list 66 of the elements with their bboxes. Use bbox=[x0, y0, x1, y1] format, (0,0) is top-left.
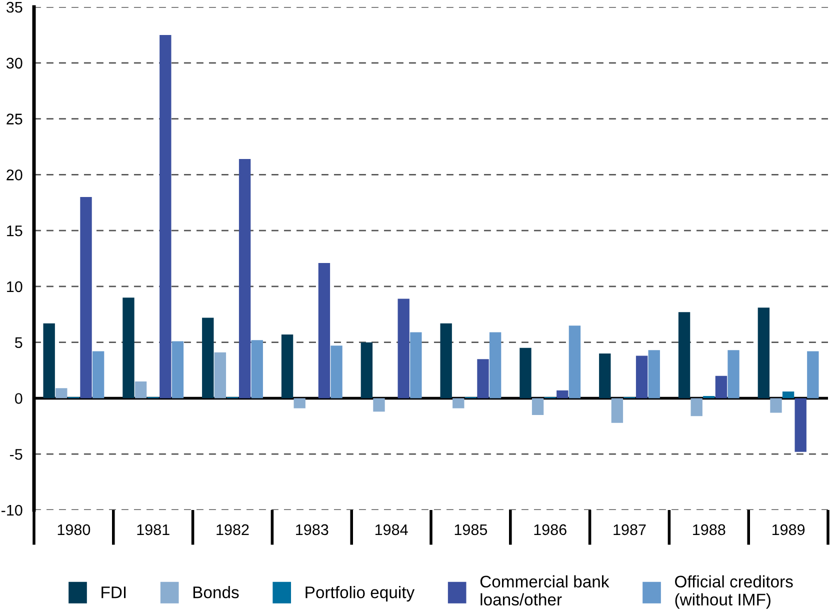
x-tick-label: 1982 bbox=[216, 524, 249, 536]
bar bbox=[477, 359, 489, 398]
y-tick-label: -5 bbox=[10, 449, 22, 460]
y-tick-label: 10 bbox=[7, 281, 22, 292]
bar bbox=[360, 342, 373, 398]
bar bbox=[678, 312, 690, 398]
bar bbox=[172, 341, 184, 398]
bar bbox=[281, 334, 294, 398]
bar bbox=[318, 262, 330, 398]
bar bbox=[648, 350, 660, 398]
bar bbox=[556, 390, 568, 398]
x-tick-label: 1983 bbox=[296, 524, 328, 536]
bar bbox=[43, 323, 55, 398]
bar bbox=[410, 332, 422, 398]
bar bbox=[202, 318, 214, 398]
bar bbox=[398, 298, 410, 398]
bar bbox=[92, 351, 104, 398]
bar bbox=[611, 398, 624, 423]
bar bbox=[452, 398, 464, 408]
x-tick-label: 1989 bbox=[772, 524, 805, 536]
bar bbox=[770, 398, 782, 413]
bar bbox=[330, 346, 342, 398]
legend-label: Commercial bank loans/other bbox=[480, 575, 610, 606]
bar bbox=[294, 398, 306, 408]
bar bbox=[520, 348, 532, 398]
x-tick-label: 1988 bbox=[693, 524, 726, 536]
legend-label: FDI bbox=[102, 586, 126, 598]
y-tick-label: 5 bbox=[15, 337, 22, 348]
x-tick-label: 1980 bbox=[58, 524, 90, 536]
legend-label: Portfolio equity bbox=[306, 586, 415, 602]
y-tick-label: 25 bbox=[6, 114, 22, 124]
bar bbox=[489, 332, 502, 398]
x-tick-label: 1986 bbox=[534, 524, 566, 536]
bar bbox=[715, 376, 728, 398]
x-tick-label: 1984 bbox=[375, 524, 408, 536]
bar bbox=[599, 354, 611, 398]
bar bbox=[532, 398, 544, 415]
y-tick-label: -10 bbox=[1, 504, 22, 516]
bar bbox=[238, 159, 251, 398]
x-tick-label: 1981 bbox=[137, 524, 170, 536]
y-tick-label: 20 bbox=[6, 170, 22, 180]
bar bbox=[134, 381, 147, 398]
y-tick-label: 35 bbox=[6, 2, 22, 13]
bar bbox=[214, 352, 226, 398]
bar bbox=[80, 197, 92, 398]
bar bbox=[794, 398, 806, 452]
bar bbox=[56, 388, 68, 398]
bar bbox=[568, 326, 581, 398]
legend-label: Bonds bbox=[193, 586, 239, 598]
bar bbox=[373, 398, 385, 412]
y-tick-label: 30 bbox=[6, 58, 22, 69]
bar bbox=[440, 323, 452, 398]
x-tick-label: 1987 bbox=[614, 524, 646, 536]
bar bbox=[690, 398, 702, 416]
bar bbox=[728, 350, 740, 398]
legend-label: Official creditors (without IMF) bbox=[675, 575, 793, 609]
y-tick-label: 15 bbox=[7, 226, 22, 236]
bar bbox=[782, 392, 794, 398]
bar bbox=[636, 356, 648, 398]
y-tick-label: 0 bbox=[14, 393, 22, 404]
bar bbox=[160, 34, 172, 398]
bar bbox=[807, 351, 819, 398]
x-tick-label: 1985 bbox=[454, 524, 488, 536]
bar bbox=[251, 340, 263, 398]
bar bbox=[122, 298, 134, 398]
bar bbox=[758, 308, 770, 398]
